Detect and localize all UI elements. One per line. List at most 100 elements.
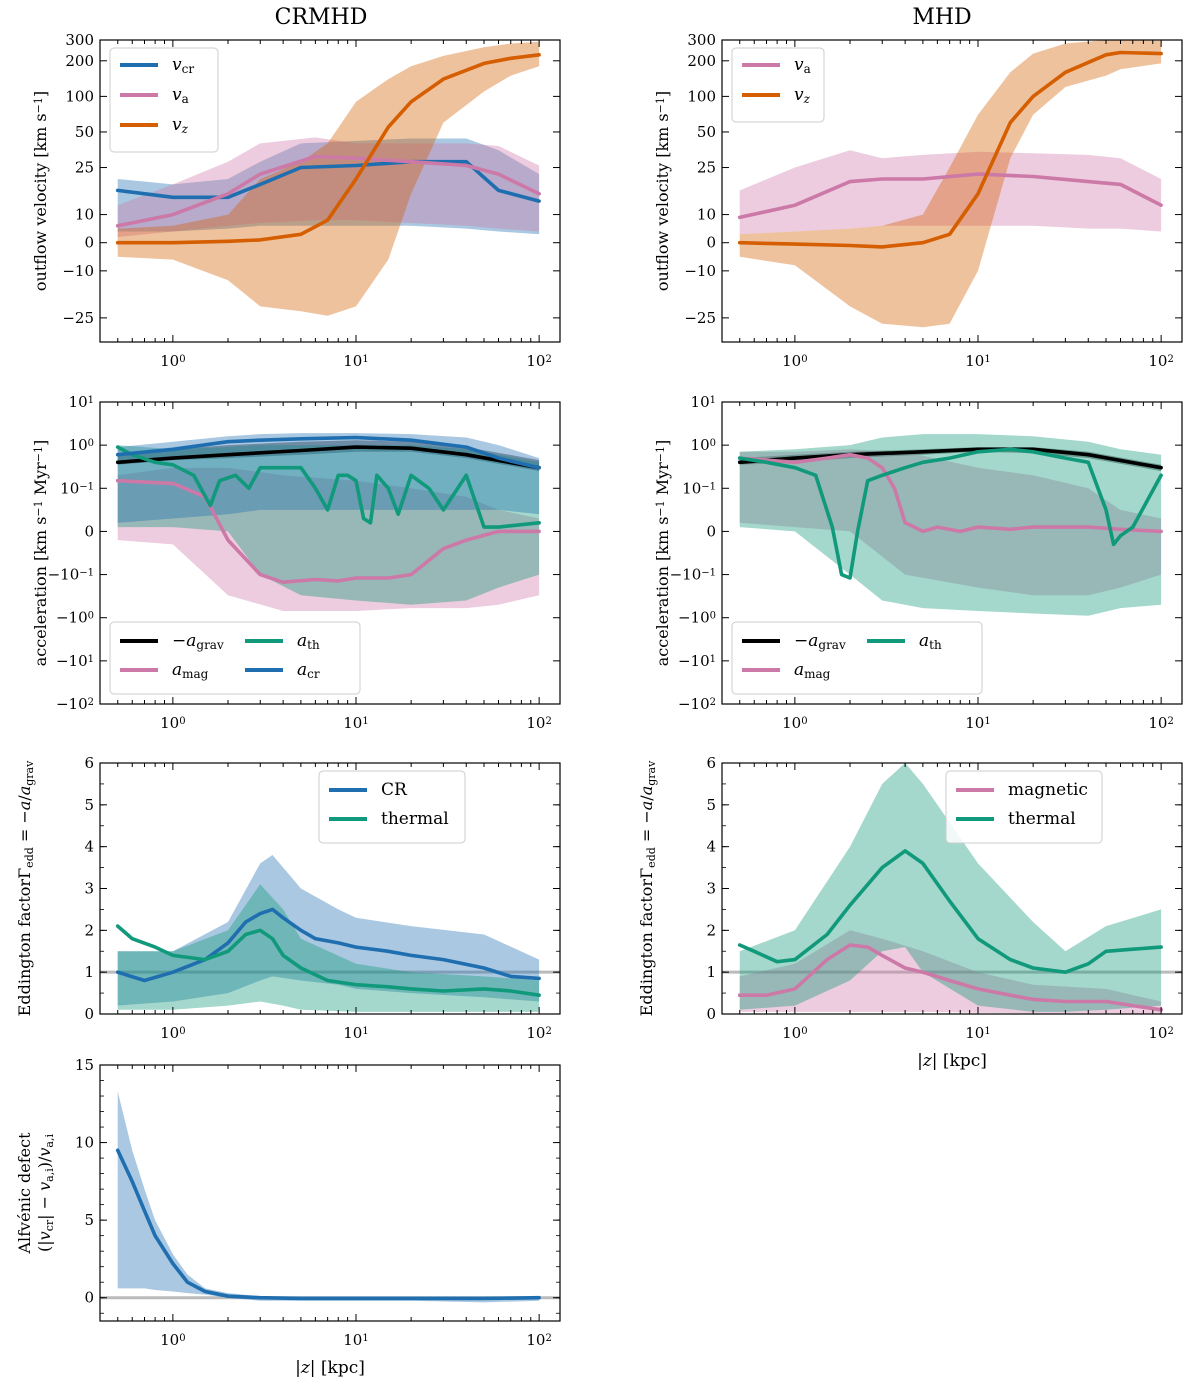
x-axis: 100 101 102 [99,402,552,732]
y-axis-label: Eddington factorΓedd = −a/agrav [15,760,36,1016]
y-tick-label: 100 [687,87,716,105]
legend-label: vz [794,85,811,106]
y-tick-label: 5 [706,796,716,814]
x-tick-label: 102 [526,1331,551,1349]
series-line-agrav [115,445,541,470]
x-axis: 100 101 102 [721,40,1174,370]
y-tick-label: −10−1 [670,566,716,584]
y-tick-label: −101 [56,652,94,670]
y-axis: 0 1 2 3 4 5 6 [84,754,560,1023]
legend-box [731,47,825,123]
x-tick-label: 101 [343,714,368,732]
y-tick-label: −25 [62,309,94,327]
panel-mhd-eddington: 100 101 102 0 1 2 3 4 5 6 Eddington factorΓedd = −… [637,754,1183,1071]
y-axis-label: acceleration [km s−1 Myr−1] [653,440,672,667]
y-tick-label: −100 [56,609,94,627]
y-tick-label: 10−1 [60,479,94,497]
plot-area [722,763,1182,1014]
legend-label: CR [381,780,408,800]
x-tick-label: 101 [343,352,368,370]
series-line-amag [115,478,541,584]
x-axis: 100 101 102 [99,763,552,1042]
panel-mhd-acceleration: 100 101 102 101 100 10−1 0 −10−1 −100 −101 −102 acc… [653,393,1183,732]
series-line-va [737,172,1163,220]
x-tick-label: 102 [526,714,551,732]
y-tick-label: 200 [65,52,94,70]
panel-crmhd-alfvenic-defect: 100 101 102 0 5 10 15 Alfvénic defect(|vcr| − v… [15,1056,561,1378]
legend-label: amag [794,660,831,681]
series-line-vz [115,53,541,245]
series-line-thermal [115,924,541,997]
y-tick-label: 2 [706,921,716,939]
y-tick-label: −10−1 [48,566,94,584]
series-line-vcr [115,159,541,203]
legend: CR thermal [318,770,466,844]
x-tick-label: 101 [343,1024,368,1042]
y-tick-label: 1 [706,963,716,981]
y-tick-label: 101 [69,393,94,411]
axes-frame [99,39,561,343]
y-tick-label: 5 [84,1211,94,1229]
plot-area [115,433,541,611]
axes-frame [721,401,1183,705]
y-axis-label: outflow velocity [km s−1] [31,91,50,291]
legend-label: thermal [381,809,449,829]
y-axis: 0 1 2 3 4 5 6 [706,754,1182,1023]
legend: −agrav amag ath acr [109,621,361,695]
legend-label: vcr [172,55,194,76]
y-tick-label: 0 [706,1005,716,1023]
y-axis-label: Eddington factorΓedd = −a/agrav [637,760,658,1016]
y-tick-label: 3 [706,880,716,898]
y-tick-label: 50 [75,123,94,141]
y-tick-label: 2 [84,921,94,939]
band-agrav [117,440,540,472]
column-title-mhd: MHD [912,5,971,30]
legend-label: −agrav [172,631,224,652]
legend-box [109,621,361,695]
y-tick-label: 6 [706,754,716,772]
column-title-crmhd: CRMHD [275,5,368,30]
y-tick-label: 1 [84,963,94,981]
y-tick-label: 50 [697,123,716,141]
y-tick-label: 5 [84,796,94,814]
y-tick-label: 4 [706,838,716,856]
y-tick-label: 0 [84,234,94,252]
y-tick-label: 0 [84,522,94,540]
y-axis: 101 100 10−1 0 −10−1 −100 −101 −102 [670,393,1182,713]
band-vz [739,40,1162,328]
x-tick-label: 101 [965,714,990,732]
x-tick-label: 100 [160,714,185,732]
y-tick-label: 10 [75,1134,94,1152]
y-tick-label: 3 [84,880,94,898]
band-ath [739,434,1162,616]
y-tick-label: 300 [687,31,716,49]
y-tick-label: −100 [678,609,716,627]
x-axis: 100 101 102 [721,402,1174,732]
y-tick-label: 15 [75,1056,94,1074]
band-amag [117,467,540,611]
y-tick-label: 4 [84,838,94,856]
x-tick-label: 100 [782,714,807,732]
legend-label: vz [172,115,189,136]
band-magnetic [739,930,1162,1014]
x-tick-label: 102 [1148,1024,1173,1042]
series-line-ath [737,447,1163,580]
series-line-ath [115,445,541,529]
band-va [739,150,1162,235]
y-tick-label: 200 [687,52,716,70]
plot-area [100,1091,560,1303]
legend: magnetic thermal [945,770,1103,844]
y-tick-label: 100 [65,87,94,105]
y-tick-label: −101 [678,652,716,670]
plot-area [115,41,541,316]
series-line-thermal [737,849,1163,974]
x-tick-label: 101 [343,1331,368,1349]
x-tick-label: 102 [1148,714,1173,732]
band-amag [739,449,1162,596]
axes-frame [721,39,1183,343]
y-tick-label: 0 [706,234,716,252]
panel-crmhd-acceleration: 100 101 102 101 100 10−1 0 −10−1 −100 −101 −102 acc… [31,393,561,732]
